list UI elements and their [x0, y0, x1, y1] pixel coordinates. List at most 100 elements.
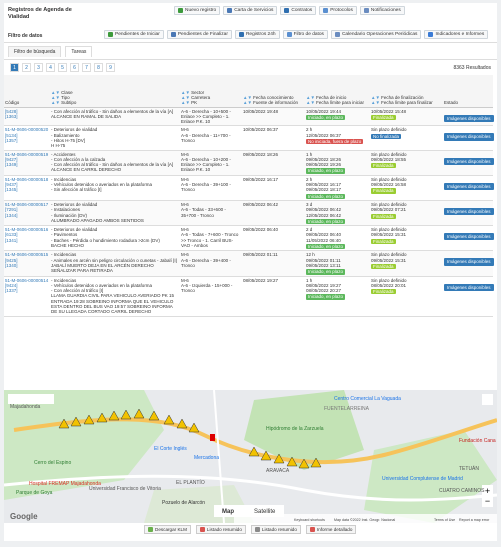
- zoom-out[interactable]: −: [485, 496, 490, 506]
- column-header: ▲▼ Fecha de finalización ▲▼ Fecha límite …: [370, 75, 443, 108]
- incident-marker[interactable]: [133, 408, 145, 419]
- header-line: ▲▼ Fecha de finalización: [371, 95, 442, 100]
- table-row[interactable]: 51-M-0606-00000514 [9424] [1337] - Incidenc…: [4, 276, 494, 317]
- status-badge: Finalizada: [371, 289, 396, 295]
- footer-button[interactable]: Listado resumido: [195, 525, 246, 534]
- incident-marker[interactable]: [148, 410, 160, 421]
- footer-button[interactable]: Descargar KLM: [144, 525, 191, 534]
- page-link[interactable]: 4: [46, 63, 55, 72]
- map-type-button[interactable]: Satellite: [254, 509, 276, 515]
- status-badge: Iniciado, en plazo: [306, 168, 346, 174]
- zoom-in[interactable]: +: [485, 486, 490, 496]
- page-link[interactable]: 1: [10, 63, 19, 72]
- cell-line: 10/05/2022 19:44: [306, 108, 342, 114]
- cell-line: Sin plazo definido: [371, 252, 407, 258]
- table-row[interactable]: 51-M-0606-00000520 [5134] [1357] - Deterior…: [4, 125, 494, 151]
- incident-marker[interactable]: [260, 450, 272, 461]
- incident-marker[interactable]: [176, 418, 188, 429]
- page-link[interactable]: 6: [70, 63, 79, 72]
- toolbar-button[interactable]: Registros 24h: [234, 30, 280, 39]
- incident-marker[interactable]: [248, 446, 260, 457]
- toolbar-button[interactable]: Nuevo registro: [174, 6, 221, 15]
- images-badge[interactable]: Imágenes disponibles: [444, 258, 494, 266]
- table-row[interactable]: 51-M-0606-00000519 [9427] [1349] - Accident…: [4, 150, 494, 176]
- cell-line: - Incidencias: [51, 277, 77, 283]
- toolbar-button[interactable]: Pendientes de Finalizar: [166, 30, 232, 39]
- toolbar-button[interactable]: Carta de Servicios: [223, 6, 278, 15]
- table-row[interactable]: 51-M-0606-00000517 [7291] [1344] - Deterior…: [4, 200, 494, 227]
- tab[interactable]: Filtro de búsqueda: [8, 46, 62, 57]
- toolbar-button[interactable]: Calendario Operaciones Periódicas: [330, 30, 422, 39]
- incident-marker[interactable]: [163, 414, 175, 425]
- toolbar-button[interactable]: Pendientes de Iniciar: [104, 30, 164, 39]
- incident-marker[interactable]: [83, 414, 95, 425]
- page-link[interactable]: 9: [106, 63, 115, 72]
- tab[interactable]: Tareas: [65, 46, 93, 57]
- map-type-button[interactable]: Map: [222, 509, 234, 515]
- page-title: Registros de Agenda de Vialidad: [8, 7, 72, 20]
- incident-marker[interactable]: [273, 453, 285, 464]
- fullscreen[interactable]: [482, 394, 493, 405]
- footer-button[interactable]: Listado resumido: [250, 525, 301, 534]
- page-link[interactable]: 5: [58, 63, 67, 72]
- cell-line: 51-M-0606-00000517: [5, 201, 49, 207]
- sector-cell: M-6 A-6 - Izquierda - 15+000 - Tronco: [180, 276, 242, 317]
- header-text: Fecha de finalización: [381, 94, 424, 100]
- button-label: Carta de Servicios: [234, 8, 274, 13]
- cell-line: [9427]: [5, 156, 18, 162]
- incident-marker[interactable]: [120, 409, 132, 420]
- road: [213, 390, 225, 523]
- zoom[interactable]: [482, 485, 493, 507]
- cell-line: A-6 - Derecha - 10+500 - Enlace >> Compl…: [181, 108, 231, 125]
- incident-marker[interactable]: [298, 458, 310, 469]
- page-link[interactable]: 8: [94, 63, 103, 72]
- images-badge[interactable]: Imágenes disponibles: [444, 283, 494, 291]
- selected-marker[interactable]: [210, 434, 215, 441]
- table-row[interactable]: 51-M-0606-00000518 [9437] [1345] - Incidenc…: [4, 175, 494, 201]
- page-link[interactable]: 7: [82, 63, 91, 72]
- incident-marker[interactable]: [286, 456, 298, 467]
- cell-line: BACHE HECHO: [51, 243, 85, 249]
- page-link[interactable]: 2: [22, 63, 31, 72]
- cell-line: Sin plazo definido: [371, 127, 407, 133]
- map-tools[interactable]: [8, 394, 54, 404]
- images-badge[interactable]: Imágenes disponibles: [444, 233, 494, 241]
- cell-line: ALUMBRADO APAGADO AMBOS SENTIDOS: [51, 217, 144, 223]
- cell-line: [1349]: [5, 162, 18, 168]
- map-footer-link[interactable]: Map data ©2022 Inst. Geogr. Nacional: [334, 518, 395, 522]
- incident-marker[interactable]: [96, 412, 108, 423]
- incident-marker[interactable]: [188, 422, 200, 433]
- status-badge: Iniciado, en plazo: [306, 218, 346, 225]
- incident-marker[interactable]: [70, 416, 82, 427]
- header-text: Fecha conocimiento: [253, 94, 294, 100]
- toolbar-button[interactable]: Notificaciones: [359, 6, 405, 15]
- status-badge: Finalizada: [371, 163, 396, 169]
- table-row[interactable]: 51-M-0606-00000515 [9425] [1340] - Incidenc…: [4, 250, 494, 277]
- images-badge[interactable]: Imágenes disponibles: [444, 114, 494, 122]
- map-footer-link[interactable]: Terms of Use: [434, 518, 455, 522]
- incident-marker[interactable]: [58, 418, 70, 429]
- incident-marker[interactable]: [108, 410, 120, 421]
- table-row[interactable]: [5428] [1363] - Con afección al tráfico - …: [4, 107, 494, 127]
- button-label: Pendientes de Iniciar: [115, 32, 160, 37]
- toolbar-button[interactable]: Protocolos: [319, 6, 357, 15]
- toolbar-button[interactable]: Filtro de datos: [282, 30, 328, 39]
- page-link[interactable]: 3: [34, 63, 43, 72]
- images-badge[interactable]: Imágenes disponibles: [444, 157, 494, 165]
- header-line: ▲▼ Subtipo: [51, 100, 179, 105]
- map-footer-link[interactable]: Report a map error: [459, 518, 490, 522]
- images-badge[interactable]: Imágenes disponibles: [444, 133, 494, 141]
- table-row[interactable]: 51-M-0606-00000516 [6133] [1341] - Deterior…: [4, 225, 494, 252]
- cell-line: A-6 - Todas - 33+600 - 35+700 - Tronco: [181, 207, 226, 218]
- map-footer-link[interactable]: Keyboard shortcuts: [294, 518, 325, 522]
- header-text: Fecha límite para iniciar: [316, 100, 364, 106]
- toolbar-button[interactable]: Indicadores e Informes: [424, 30, 489, 39]
- footer-button[interactable]: Informe detallado: [305, 525, 357, 534]
- toolbar-button[interactable]: Contratos: [280, 6, 317, 15]
- images-badge[interactable]: Imágenes disponibles: [444, 182, 494, 191]
- cell-line: - Iluminación (DV): [51, 212, 88, 218]
- incident-marker[interactable]: [310, 457, 322, 468]
- images-badge[interactable]: Imágenes disponibles: [444, 207, 494, 216]
- map-brand: Google: [10, 512, 38, 521]
- button-icon: [199, 527, 205, 532]
